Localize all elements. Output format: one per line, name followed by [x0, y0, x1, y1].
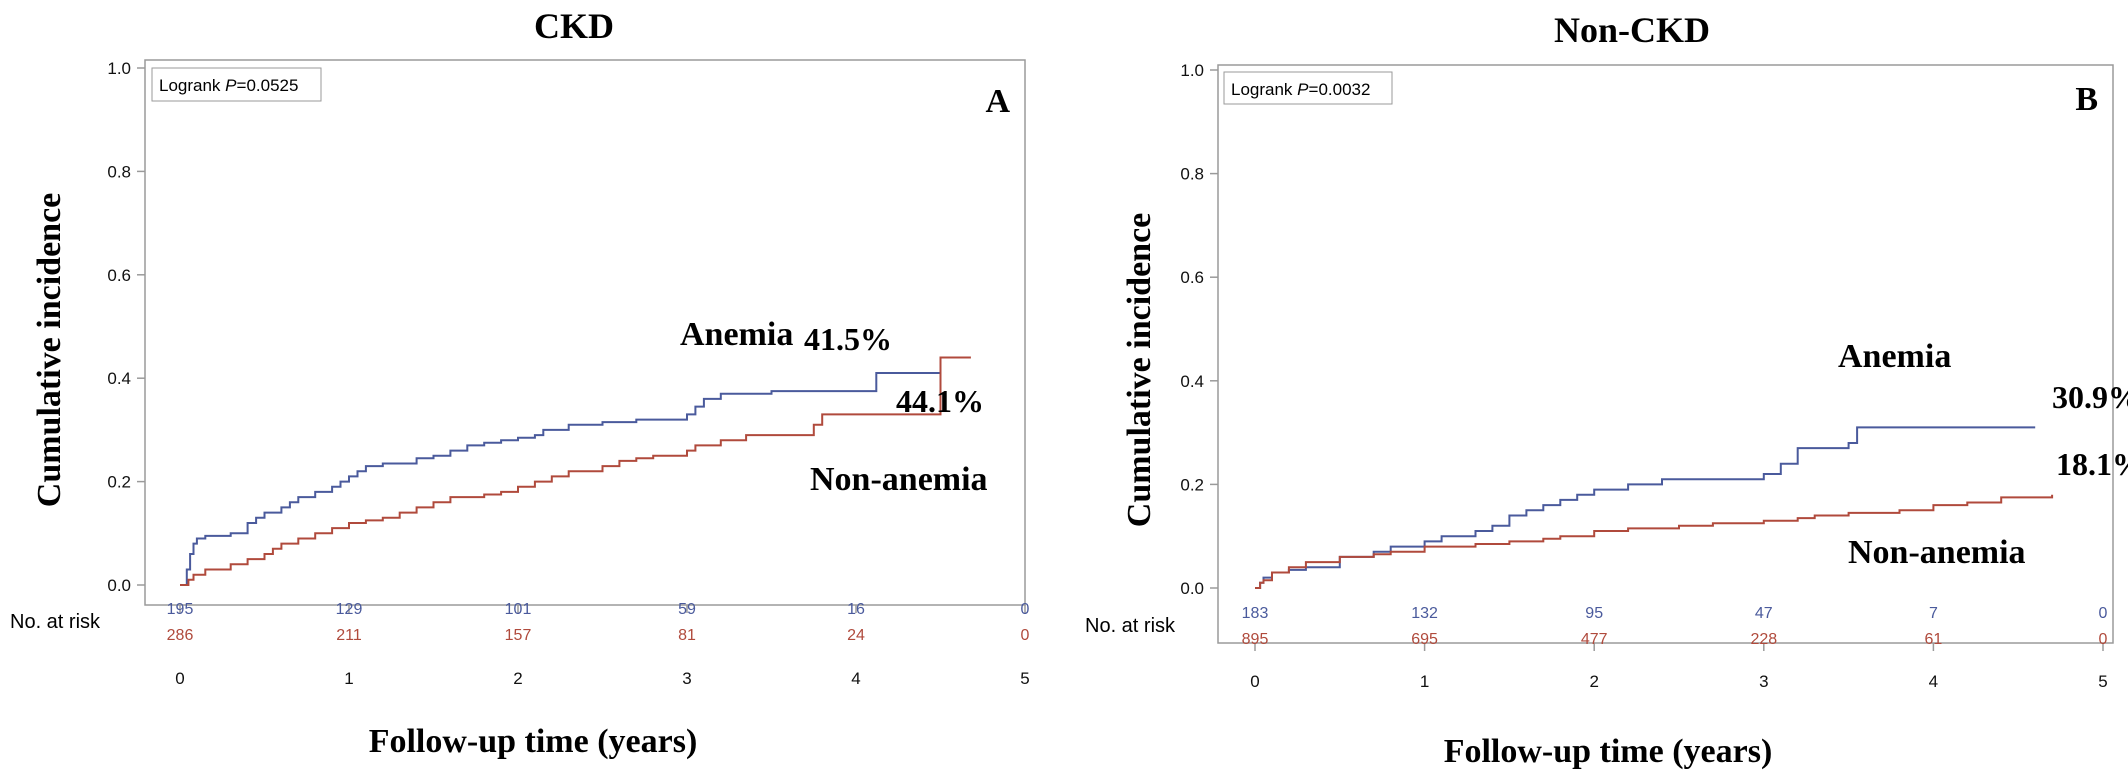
logrank-text: Logrank P=0.0525: [159, 76, 298, 95]
logrank-p-label: P: [225, 76, 237, 95]
plot-frame: [1217, 64, 2114, 644]
at-risk-count: 81: [678, 627, 696, 644]
x-tick-label: 5: [1020, 669, 1029, 688]
series-label: Non-anemia: [810, 461, 988, 498]
at-risk-count: 47: [1755, 605, 1773, 622]
logrank-p-label: P: [1297, 80, 1309, 99]
logrank-prefix: Logrank: [159, 76, 225, 95]
at-risk-count: 0: [1021, 601, 1030, 618]
at-risk-count: 183: [1242, 605, 1269, 622]
at-risk-count: 195: [167, 601, 194, 618]
at-risk-count: 129: [336, 601, 363, 618]
at-risk-count: 0: [2099, 605, 2108, 622]
y-tick-label: 0.0: [1180, 579, 1204, 598]
plot-frame: [144, 59, 1026, 606]
x-tick-label: 1: [1420, 672, 1429, 691]
risk-table-label: No. at risk: [10, 611, 101, 633]
at-risk-count: 0: [1021, 627, 1030, 644]
at-risk-count: 695: [1411, 631, 1438, 648]
x-axis-label: Follow-up time (years): [1444, 733, 1773, 770]
at-risk-count: 132: [1411, 605, 1438, 622]
y-tick-label: 0.0: [107, 576, 131, 595]
y-tick-label: 0.8: [1180, 165, 1204, 184]
series-end-percentage: 18.1%: [2056, 446, 2128, 482]
y-tick-label: 1.0: [107, 59, 131, 78]
y-tick-label: 0.6: [1180, 268, 1204, 287]
at-risk-count: 228: [1750, 631, 1777, 648]
chart-title: CKD: [534, 6, 614, 46]
x-tick-label: 2: [513, 669, 522, 688]
x-tick-label: 4: [851, 669, 860, 688]
y-tick-label: 1.0: [1180, 61, 1204, 80]
at-risk-count: 59: [678, 601, 696, 618]
logrank-value: =0.0032: [1309, 80, 1371, 99]
chart-title: Non-CKD: [1554, 10, 1710, 50]
at-risk-count: 16: [847, 601, 865, 618]
series-end-percentage: 41.5%: [804, 321, 892, 357]
x-tick-label: 4: [1929, 672, 1938, 691]
logrank-value: =0.0525: [237, 76, 299, 95]
curve-anemia: [1255, 426, 2036, 589]
x-axis-label: Follow-up time (years): [369, 723, 698, 760]
y-tick-label: 0.2: [107, 473, 131, 492]
logrank-box: [1223, 71, 1393, 105]
curve-anemia: [180, 370, 942, 586]
x-tick-label: 0: [1250, 672, 1259, 691]
y-tick-label: 0.4: [107, 369, 131, 388]
series-label: Anemia: [680, 316, 793, 353]
panel-a: CKD 0.0 0.2 0.4 0.6 0.8 1.0 0 1 2 3 4 5 Follow-up tim…: [10, 6, 1030, 760]
y-tick-label: 0.2: [1180, 475, 1204, 494]
x-tick-label: 0: [175, 669, 184, 688]
at-risk-count: 95: [1585, 605, 1603, 622]
x-tick-label: 1: [344, 669, 353, 688]
x-tick-label: 2: [1589, 672, 1598, 691]
logrank-prefix: Logrank: [1231, 80, 1297, 99]
at-risk-count: 157: [505, 627, 532, 644]
y-axis-label: Cumulative incidence: [1121, 213, 1158, 527]
x-tick-label: 3: [1759, 672, 1768, 691]
y-axis-label: Cumulative incidence: [31, 193, 68, 507]
at-risk-count: 61: [1925, 631, 1943, 648]
panel-letter: A: [985, 83, 1010, 120]
at-risk-count: 7: [1929, 605, 1938, 622]
series-end-percentage: 44.1%: [896, 383, 984, 419]
y-tick-label: 0.6: [107, 266, 131, 285]
at-risk-count: 211: [336, 627, 362, 644]
curve-non-anemia: [180, 356, 971, 586]
at-risk-count: 895: [1242, 631, 1269, 648]
at-risk-count: 286: [167, 627, 194, 644]
curve-non-anemia: [1255, 494, 2054, 589]
series-label: Non-anemia: [1848, 534, 2026, 571]
series-label: Anemia: [1838, 338, 1951, 375]
y-tick-label: 0.4: [1180, 372, 1204, 391]
panel-letter: B: [2075, 81, 2098, 118]
logrank-box: [151, 67, 322, 102]
at-risk-count: 0: [2099, 631, 2108, 648]
logrank-text: Logrank P=0.0032: [1231, 80, 1370, 99]
at-risk-count: 101: [505, 601, 532, 618]
at-risk-count: 477: [1581, 631, 1608, 648]
x-tick-label: 3: [682, 669, 691, 688]
y-tick-label: 0.8: [107, 162, 131, 181]
at-risk-count: 24: [847, 627, 865, 644]
series-end-percentage: 30.9%: [2052, 379, 2128, 415]
risk-table-label: No. at risk: [1085, 615, 1176, 637]
x-tick-label: 5: [2098, 672, 2107, 691]
panel-b: Non-CKD 0.0 0.2 0.4 0.6 0.8 1.0 0 1 2 3 4 5 Follow-up…: [1085, 10, 2128, 770]
